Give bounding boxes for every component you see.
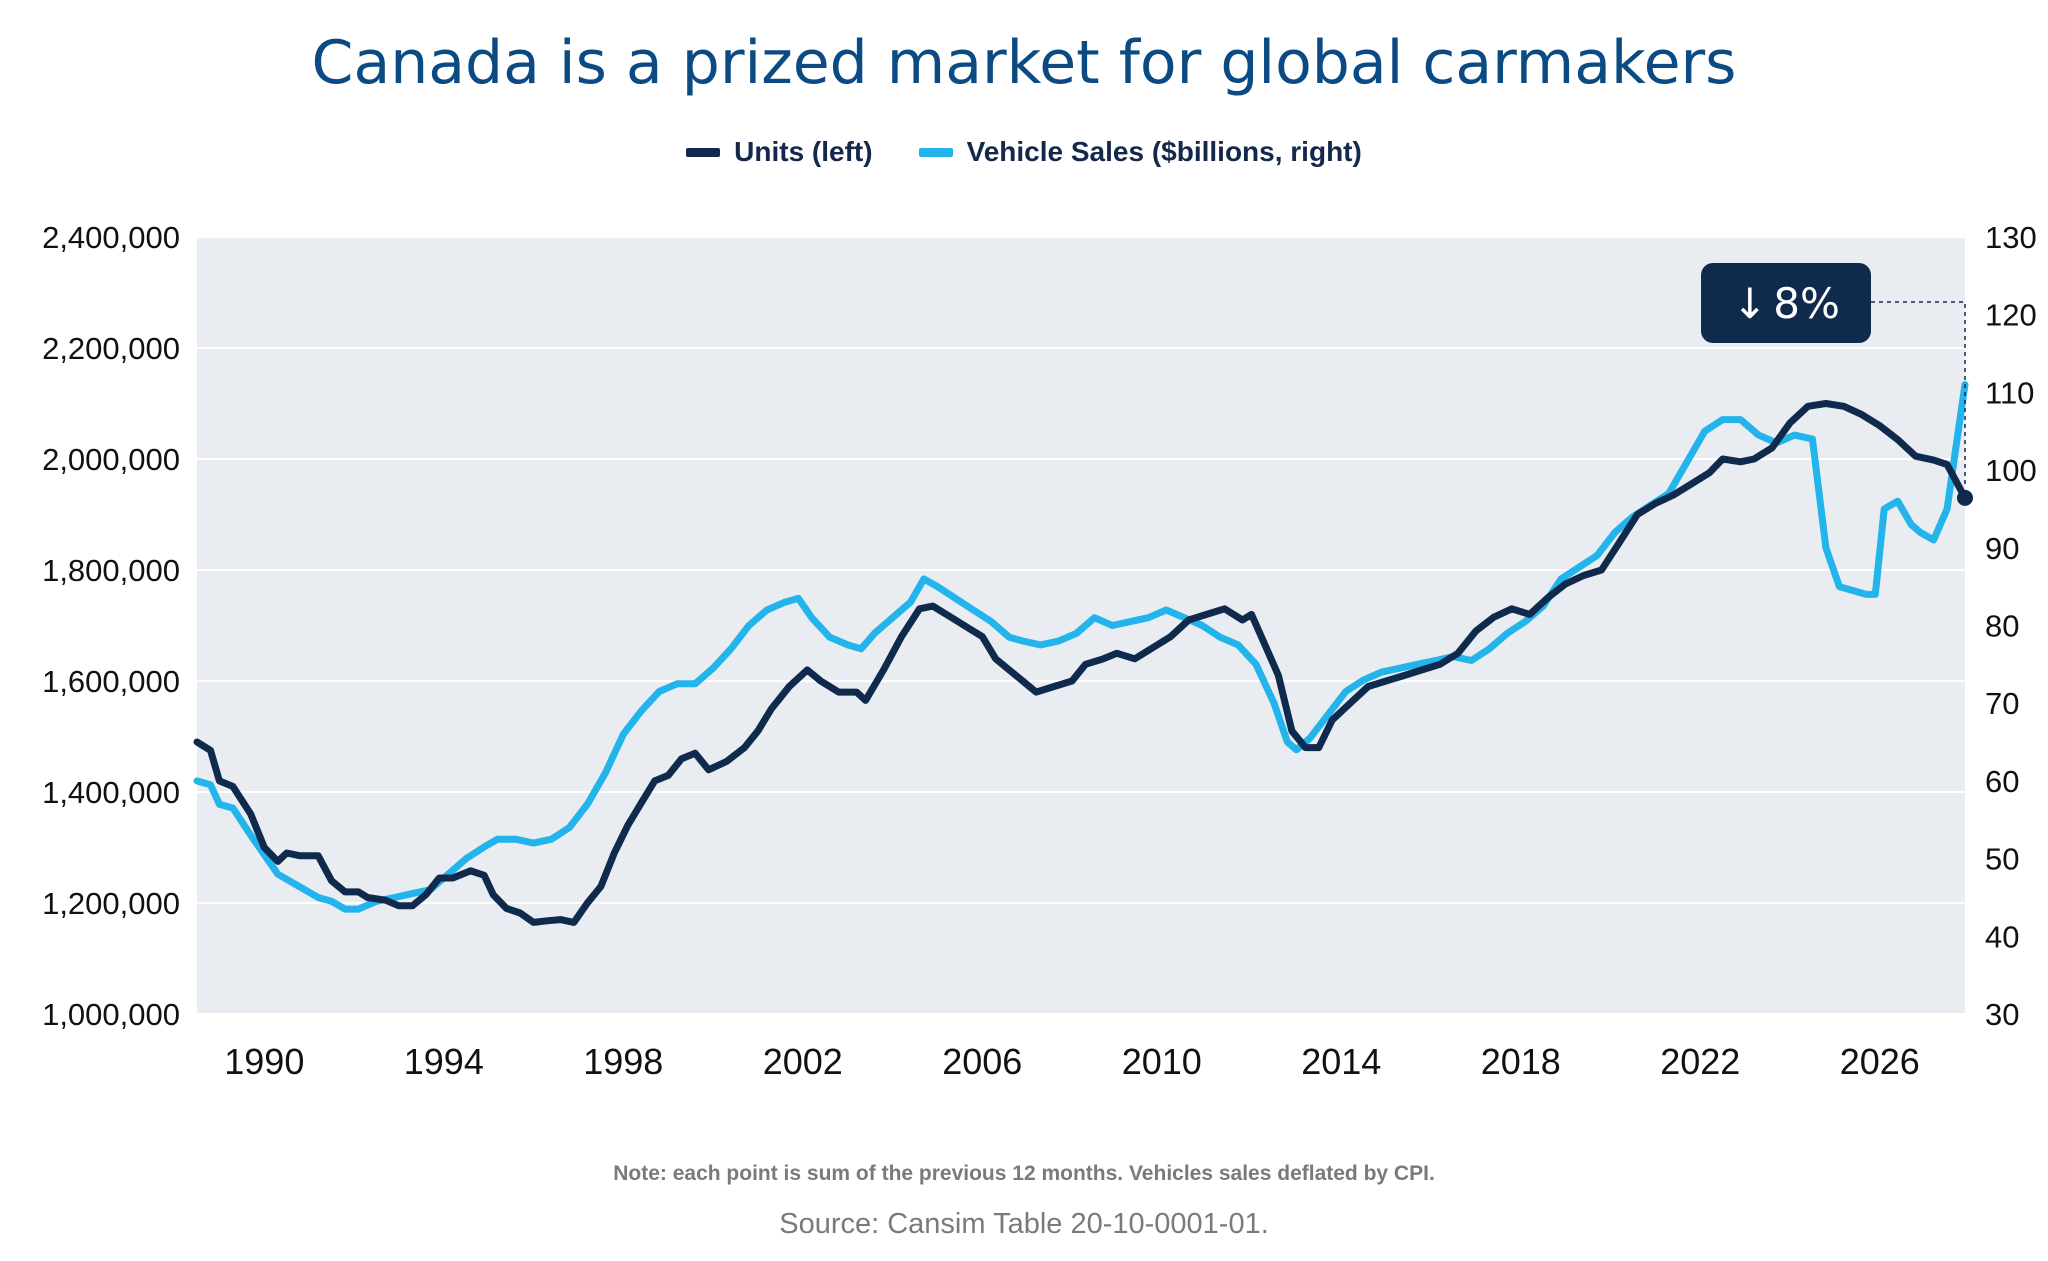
y-left-tick-label: 2,400,000: [42, 220, 180, 255]
y-left-tick-label: 1,800,000: [42, 553, 180, 588]
y-left-tick-label: 1,200,000: [42, 886, 180, 921]
chart-note: Note: each point is sum of the previous …: [613, 1162, 1435, 1185]
line-chart: 1,000,000 1,200,000 1,400,000 1,600,000 1,80…: [42, 220, 2037, 1082]
x-tick-label: 2014: [1301, 1041, 1381, 1082]
x-tick-label: 2018: [1481, 1041, 1561, 1082]
legend-item-units: Units (left): [686, 136, 873, 168]
x-tick-label: 2010: [1122, 1041, 1202, 1082]
chart-title: Canada is a prized market for global car…: [311, 28, 1737, 98]
y-right-tick-label: 50: [1985, 842, 2019, 877]
y-left-tick-label: 2,200,000: [42, 331, 180, 366]
x-tick-label: 1998: [583, 1041, 663, 1082]
x-tick-label: 2026: [1840, 1041, 1920, 1082]
legend-swatch-units: [686, 147, 721, 157]
legend-label-units: Units (left): [734, 136, 873, 167]
y-right-tick-label: 110: [1985, 375, 2034, 410]
y-left-tick-label: 1,600,000: [42, 664, 180, 699]
y-right-tick-label: 100: [1985, 453, 2037, 488]
chart-source: Source: Cansim Table 20-10-0001-01.: [779, 1208, 1269, 1240]
annotation-connector: [1871, 301, 1966, 488]
units-series-line: [193, 400, 1969, 926]
y-right-tick-label: 130: [1985, 220, 2037, 255]
y-right-tick-label: 70: [1985, 686, 2019, 721]
x-tick-label: 1990: [224, 1041, 304, 1082]
units-end-marker: [1957, 489, 1973, 506]
x-tick-label: 2022: [1660, 1041, 1740, 1082]
sales-series-line: [193, 381, 1969, 913]
y-left-tick-label: 1,000,000: [42, 997, 180, 1032]
change-badge-text: 8%: [1773, 278, 1840, 328]
y-right-tick-label: 30: [1985, 997, 2019, 1032]
y-right-tick-label: 40: [1985, 919, 2019, 954]
y-left-tick-label: 1,400,000: [42, 775, 180, 810]
legend-label-sales: Vehicle Sales ($billions, right): [966, 136, 1362, 167]
legend-swatch-sales: [918, 147, 953, 157]
y-left-tick-label: 2,000,000: [42, 442, 180, 477]
change-badge: ↓ 8%: [1701, 263, 1871, 343]
x-tick-label: 2006: [942, 1041, 1022, 1082]
y-right-tick-label: 90: [1985, 531, 2019, 566]
y-right-tick-label: 120: [1985, 298, 2037, 333]
y-right-tick-label: 80: [1985, 609, 2019, 644]
down-arrow-icon: ↓: [1732, 278, 1768, 328]
y-right-tick-label: 60: [1985, 764, 2019, 799]
chart-legend: Units (left) Vehicle Sales ($billions, r…: [0, 136, 2048, 168]
legend-item-sales: Vehicle Sales ($billions, right): [918, 136, 1362, 168]
x-tick-label: 2002: [763, 1041, 843, 1082]
x-tick-label: 1994: [404, 1041, 484, 1082]
